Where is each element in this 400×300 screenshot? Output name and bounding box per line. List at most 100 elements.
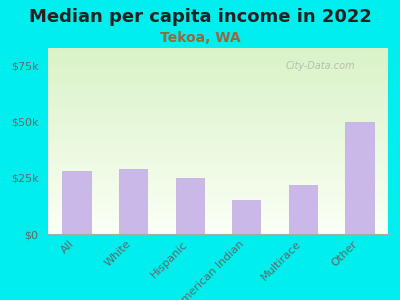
Bar — [48, 203, 388, 204]
Bar — [48, 219, 388, 220]
Bar — [48, 217, 388, 218]
Bar — [48, 91, 388, 92]
Bar — [48, 185, 388, 186]
Bar — [48, 229, 388, 230]
Bar — [48, 73, 388, 74]
Bar — [48, 121, 388, 122]
Bar — [48, 123, 388, 124]
Bar — [48, 163, 388, 164]
Bar — [48, 202, 388, 203]
Bar — [48, 92, 388, 93]
Bar — [48, 194, 388, 195]
Bar — [48, 184, 388, 185]
Bar — [48, 67, 388, 68]
Bar — [48, 55, 388, 56]
Bar — [48, 105, 388, 106]
Bar — [48, 212, 388, 213]
Bar — [48, 187, 388, 188]
Bar — [48, 79, 388, 80]
Bar — [48, 177, 388, 178]
Bar — [48, 150, 388, 151]
Bar — [232, 200, 260, 234]
Bar — [48, 69, 388, 70]
Bar — [48, 120, 388, 121]
Bar — [48, 180, 388, 181]
Bar — [48, 170, 388, 171]
Bar — [48, 87, 388, 88]
Bar — [48, 223, 388, 224]
Bar — [48, 225, 388, 226]
Bar — [48, 181, 388, 182]
Bar — [48, 222, 388, 223]
Bar — [48, 204, 388, 205]
Bar — [48, 76, 388, 77]
Bar — [48, 110, 388, 111]
Bar — [48, 70, 388, 71]
Bar — [289, 185, 317, 234]
Bar — [48, 116, 388, 117]
Bar — [48, 202, 388, 203]
Bar — [48, 75, 388, 76]
Bar — [48, 147, 388, 148]
Bar — [48, 48, 388, 49]
Bar — [48, 65, 388, 66]
Bar — [346, 122, 374, 234]
Bar — [48, 155, 388, 156]
Bar — [48, 168, 388, 169]
Bar — [48, 195, 388, 196]
Bar — [48, 182, 388, 183]
Bar — [48, 114, 388, 115]
Bar — [48, 224, 388, 225]
Bar — [48, 146, 388, 147]
Bar — [48, 83, 388, 84]
Bar — [48, 145, 388, 146]
Bar — [48, 152, 388, 153]
Bar — [48, 205, 388, 206]
Bar — [48, 196, 388, 197]
Bar — [48, 135, 388, 136]
Bar — [48, 176, 388, 177]
Bar — [48, 227, 388, 228]
Bar — [48, 214, 388, 215]
Bar — [48, 98, 388, 99]
Bar — [48, 167, 388, 168]
Bar — [48, 78, 388, 79]
Bar — [48, 52, 388, 53]
Bar — [48, 189, 388, 190]
Bar — [48, 50, 388, 51]
Bar — [48, 199, 388, 200]
Bar — [48, 96, 388, 97]
Bar — [48, 183, 388, 184]
Bar — [48, 60, 388, 61]
Bar — [48, 101, 388, 102]
Bar — [48, 141, 388, 142]
Bar — [48, 153, 388, 154]
Bar — [48, 191, 388, 192]
Bar — [48, 82, 388, 83]
Bar — [48, 228, 388, 229]
Bar — [48, 95, 388, 96]
Bar — [48, 208, 388, 209]
Bar — [48, 53, 388, 54]
Bar — [48, 178, 388, 179]
Bar — [48, 144, 388, 145]
Bar — [48, 134, 388, 135]
Bar — [48, 165, 388, 166]
Bar — [48, 100, 388, 101]
Bar — [48, 126, 388, 127]
Bar — [48, 139, 388, 140]
Bar — [48, 128, 388, 129]
Bar — [48, 192, 388, 193]
Bar — [48, 107, 388, 109]
Bar — [48, 162, 388, 163]
Bar — [48, 119, 388, 120]
Bar — [48, 117, 388, 118]
Bar — [48, 213, 388, 214]
Bar — [48, 136, 388, 137]
Text: City-Data.com: City-Data.com — [286, 61, 356, 71]
Bar — [48, 220, 388, 221]
Bar — [48, 71, 388, 72]
Bar — [48, 84, 388, 85]
Bar — [48, 82, 388, 83]
Bar — [48, 127, 388, 128]
